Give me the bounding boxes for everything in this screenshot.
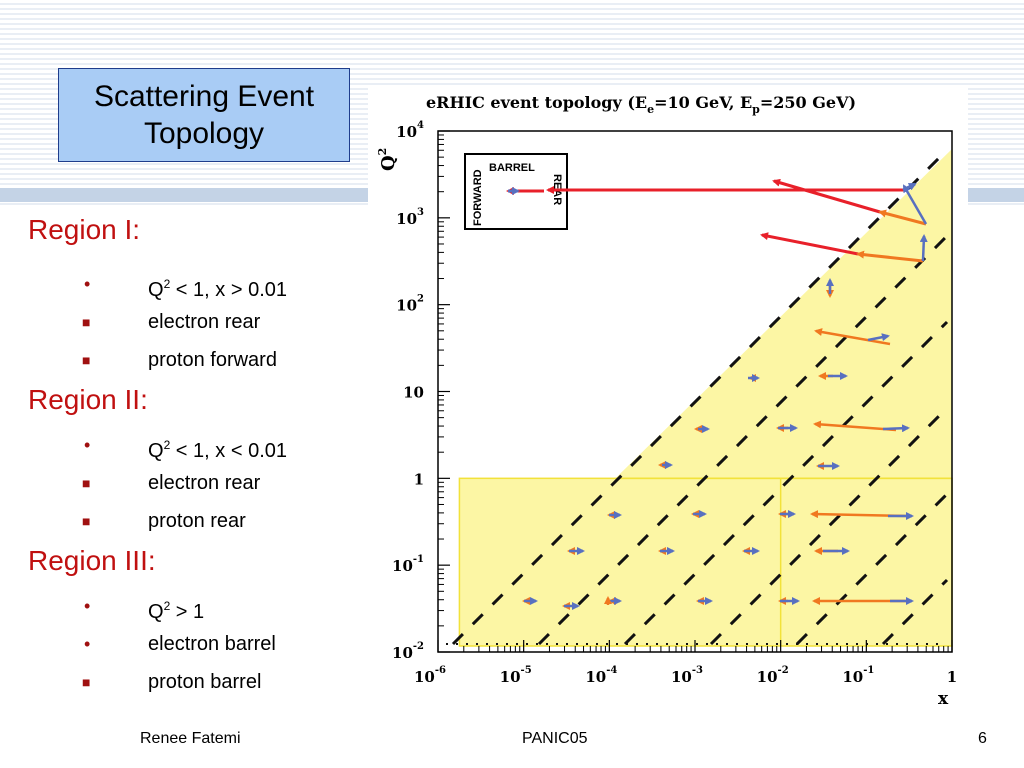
- bullet-text: electron rear: [148, 472, 261, 494]
- slide-title: Scattering Event Topology: [58, 68, 350, 162]
- proton-track-short: [882, 424, 910, 433]
- bullet-text: proton forward: [148, 349, 277, 371]
- x-tick-label: 10-4: [585, 665, 617, 686]
- y-tick-label: 102: [396, 294, 424, 315]
- bullet-text: proton rear: [148, 510, 246, 532]
- region-heading: Region II:: [28, 384, 148, 415]
- dashed-diagonal-line: [795, 492, 949, 646]
- electron-track: [760, 232, 859, 256]
- bullet-dot-icon: •: [84, 435, 91, 455]
- bullet-square-icon: ■: [82, 674, 91, 690]
- bullet-text: electron barrel: [148, 633, 276, 655]
- slide-title-line-2: Topology: [143, 117, 265, 150]
- bullet-square-icon: ■: [82, 475, 91, 491]
- bullet-text: proton barrel: [148, 671, 262, 693]
- electron-track: [878, 209, 927, 226]
- dashed-diagonals: [451, 148, 949, 646]
- x-axis-label: x: [938, 689, 949, 704]
- bullet-dot-icon: •: [84, 634, 91, 654]
- slide-title-line-1: Scattering Event: [93, 80, 315, 113]
- topology-plot: eRHIC event topology (Ee=10 GeV, Ep=250 …: [376, 93, 957, 709]
- bullet-dot-icon: •: [84, 274, 91, 294]
- footer-author: Renee Fatemi: [140, 730, 241, 747]
- y-tick-label: 10-1: [392, 554, 424, 575]
- legend-barrel-label: BARREL: [489, 162, 535, 174]
- x-tick-label: 10-1: [842, 665, 874, 686]
- electron-track: [856, 250, 924, 263]
- x-tick-label: 1: [947, 668, 957, 686]
- electron-track-short: [814, 328, 891, 346]
- y-tick-label: 104: [396, 120, 424, 141]
- electron-track-short: [813, 420, 897, 432]
- electron-track: [772, 178, 881, 214]
- proton-track: [919, 234, 928, 262]
- x-tick-label: 10-2: [757, 665, 789, 686]
- bullet-text: Q2 < 1, x < 0.01: [148, 438, 287, 462]
- proton-track: [902, 184, 928, 225]
- bullet-square-icon: ■: [82, 513, 91, 529]
- bullet-square-icon: ■: [82, 352, 91, 368]
- kinematic-region-upper: [438, 149, 952, 479]
- bullet-square-icon: ■: [82, 314, 91, 330]
- y-axis-label: Q2: [376, 148, 399, 171]
- x-tick-label: 10-5: [500, 665, 532, 686]
- y-tick-label: 10: [403, 384, 424, 402]
- bullet-text: Q2 < 1, x > 0.01: [148, 277, 287, 301]
- footer-page-number: 6: [978, 730, 987, 747]
- bullet-dot-icon: •: [84, 596, 91, 616]
- dashed-diagonal-line: [451, 148, 949, 646]
- region-heading: Region III:: [28, 545, 156, 576]
- event-topology-figure: eRHIC event topology (Ee=10 GeV, Ep=250 …: [368, 86, 968, 709]
- figure-title: eRHIC event topology (Ee=10 GeV, Ep=250 …: [426, 93, 856, 116]
- dashed-diagonal-line: [623, 320, 949, 646]
- y-tick-label: 103: [396, 207, 424, 228]
- x-tick-label: 10-6: [414, 665, 446, 686]
- y-tick-label: 1: [414, 470, 424, 488]
- x-tick-label: 10-3: [671, 665, 703, 686]
- proton-track-short: [867, 333, 890, 342]
- y-tick-label: 10-2: [392, 641, 424, 662]
- dashed-diagonal-line: [537, 234, 949, 646]
- bullet-text: Q2 > 1: [148, 599, 205, 623]
- legend-forward-label: FORWARD: [472, 169, 484, 226]
- footer-conference: PANIC05: [522, 730, 588, 747]
- bullet-text: electron rear: [148, 311, 261, 333]
- region-heading: Region I:: [28, 214, 141, 245]
